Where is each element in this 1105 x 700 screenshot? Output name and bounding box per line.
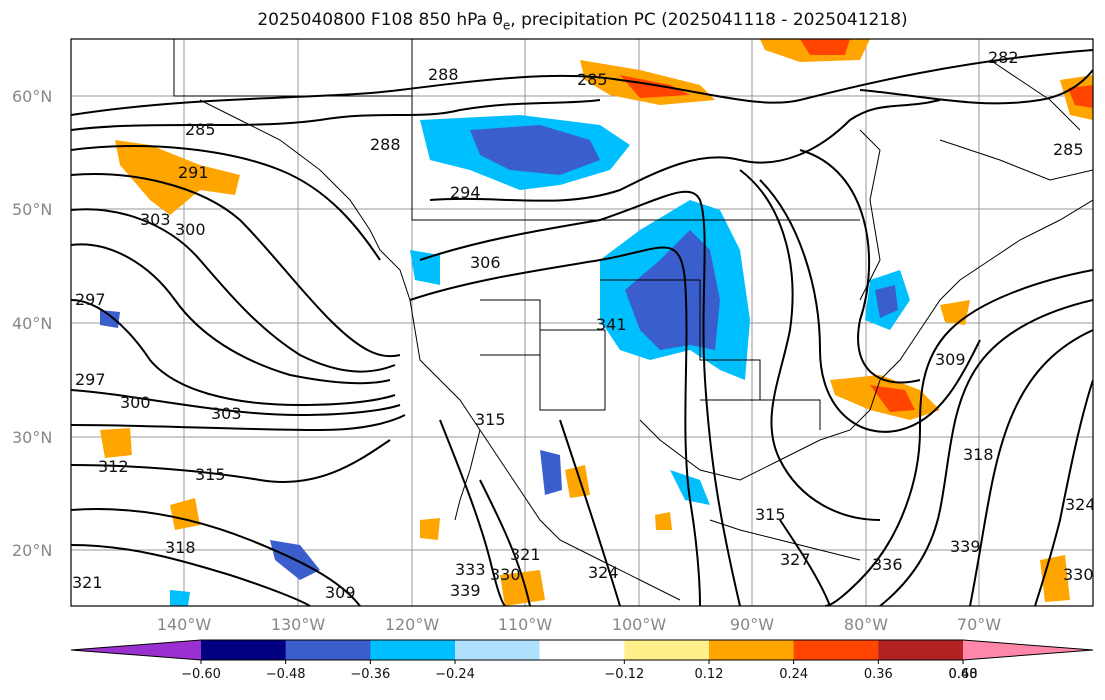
colorbar-segment xyxy=(878,640,964,660)
svg-text:309: 309 xyxy=(325,583,356,602)
svg-text:300: 300 xyxy=(175,220,206,239)
map-frame xyxy=(70,38,1094,607)
svg-text:315: 315 xyxy=(755,505,786,524)
svg-text:339: 339 xyxy=(950,537,981,556)
svg-text:312: 312 xyxy=(98,457,129,476)
svg-text:324: 324 xyxy=(1065,495,1096,514)
svg-text:297: 297 xyxy=(75,290,106,309)
svg-text:291: 291 xyxy=(178,163,209,182)
colorbar-segment xyxy=(285,640,371,660)
colorbar-extend-high xyxy=(963,640,1093,660)
svg-text:330: 330 xyxy=(490,565,521,584)
precip-negative-shading xyxy=(100,115,910,606)
svg-text:297: 297 xyxy=(75,370,106,389)
svg-text:321: 321 xyxy=(72,573,103,592)
svg-text:285: 285 xyxy=(185,120,216,139)
svg-text:315: 315 xyxy=(195,465,226,484)
svg-text:140°W: 140°W xyxy=(157,615,212,634)
colorbar-segment xyxy=(624,640,710,660)
svg-text:303: 303 xyxy=(140,210,171,229)
svg-text:306: 306 xyxy=(470,253,501,272)
svg-text:80°W: 80°W xyxy=(844,615,888,634)
colorbar-extend-low xyxy=(71,640,201,660)
svg-text:333: 333 xyxy=(455,560,486,579)
svg-text:285: 285 xyxy=(577,70,608,89)
colorbar-segment xyxy=(709,640,795,660)
svg-text:70°W: 70°W xyxy=(957,615,1001,634)
svg-text:90°W: 90°W xyxy=(730,615,774,634)
svg-text:324: 324 xyxy=(588,563,619,582)
latitude-labels: 60°N 50°N 40°N 30°N 20°N xyxy=(12,87,52,560)
colorbar-tick-label: 0.36 xyxy=(864,667,893,682)
svg-text:110°W: 110°W xyxy=(498,615,553,634)
svg-text:315: 315 xyxy=(475,410,506,429)
svg-text:60°N: 60°N xyxy=(12,87,52,106)
colorbar-tick-label: −0.24 xyxy=(435,667,475,682)
colorbar-tick-label: −0.60 xyxy=(181,667,221,682)
coastlines xyxy=(173,39,1093,601)
colorbar-segment xyxy=(793,640,879,660)
colorbar-segment xyxy=(455,640,541,660)
colorbar-tick-label: 0.12 xyxy=(695,667,724,682)
svg-text:339: 339 xyxy=(450,581,481,600)
svg-text:288: 288 xyxy=(370,135,401,154)
colorbar-segment xyxy=(201,640,287,660)
colorbar-segment xyxy=(539,640,625,660)
svg-text:40°N: 40°N xyxy=(12,314,52,333)
svg-text:330: 330 xyxy=(1063,565,1094,584)
svg-text:336: 336 xyxy=(872,555,903,574)
svg-text:120°W: 120°W xyxy=(385,615,440,634)
contour-labels: 282 285 285 285 288 288 291 294 297 297 … xyxy=(72,48,1096,602)
map-title: 2025040800 F108 850 hPa θe, precipitatio… xyxy=(257,10,908,33)
svg-text:294: 294 xyxy=(450,183,481,202)
svg-text:321: 321 xyxy=(510,545,541,564)
svg-text:318: 318 xyxy=(165,538,196,557)
longitude-labels: 140°W 130°W 120°W 110°W 100°W 90°W 80°W … xyxy=(157,615,1001,634)
svg-text:300: 300 xyxy=(120,393,151,412)
svg-text:285: 285 xyxy=(1053,140,1084,159)
svg-text:30°N: 30°N xyxy=(12,428,52,447)
colorbar-tick-label: 0.24 xyxy=(779,667,808,682)
svg-text:341: 341 xyxy=(596,315,627,334)
svg-text:282: 282 xyxy=(988,48,1019,67)
colorbar-segment xyxy=(370,640,456,660)
precip-positive-shading xyxy=(100,39,1093,606)
colorbar-tick-label: −0.36 xyxy=(350,667,390,682)
svg-text:318: 318 xyxy=(963,445,994,464)
svg-text:309: 309 xyxy=(935,350,966,369)
svg-text:327: 327 xyxy=(780,550,811,569)
svg-text:288: 288 xyxy=(428,65,459,84)
svg-text:20°N: 20°N xyxy=(12,541,52,560)
colorbar: −0.60 −0.48 −0.36 −0.24 −0.12 0.12 0.24 0.36 0.4… xyxy=(70,639,1094,682)
svg-text:130°W: 130°W xyxy=(271,615,326,634)
theta-e-contours xyxy=(71,49,1093,606)
svg-text:100°W: 100°W xyxy=(612,615,667,634)
colorbar-tick-label: −0.48 xyxy=(266,667,306,682)
colorbar-tick-label: −0.12 xyxy=(604,667,644,682)
colorbar-tick-label: 0.60 xyxy=(949,667,978,682)
colorbar-tick-label: 0.48 xyxy=(949,667,978,682)
svg-text:303: 303 xyxy=(211,404,242,423)
svg-text:50°N: 50°N xyxy=(12,200,52,219)
